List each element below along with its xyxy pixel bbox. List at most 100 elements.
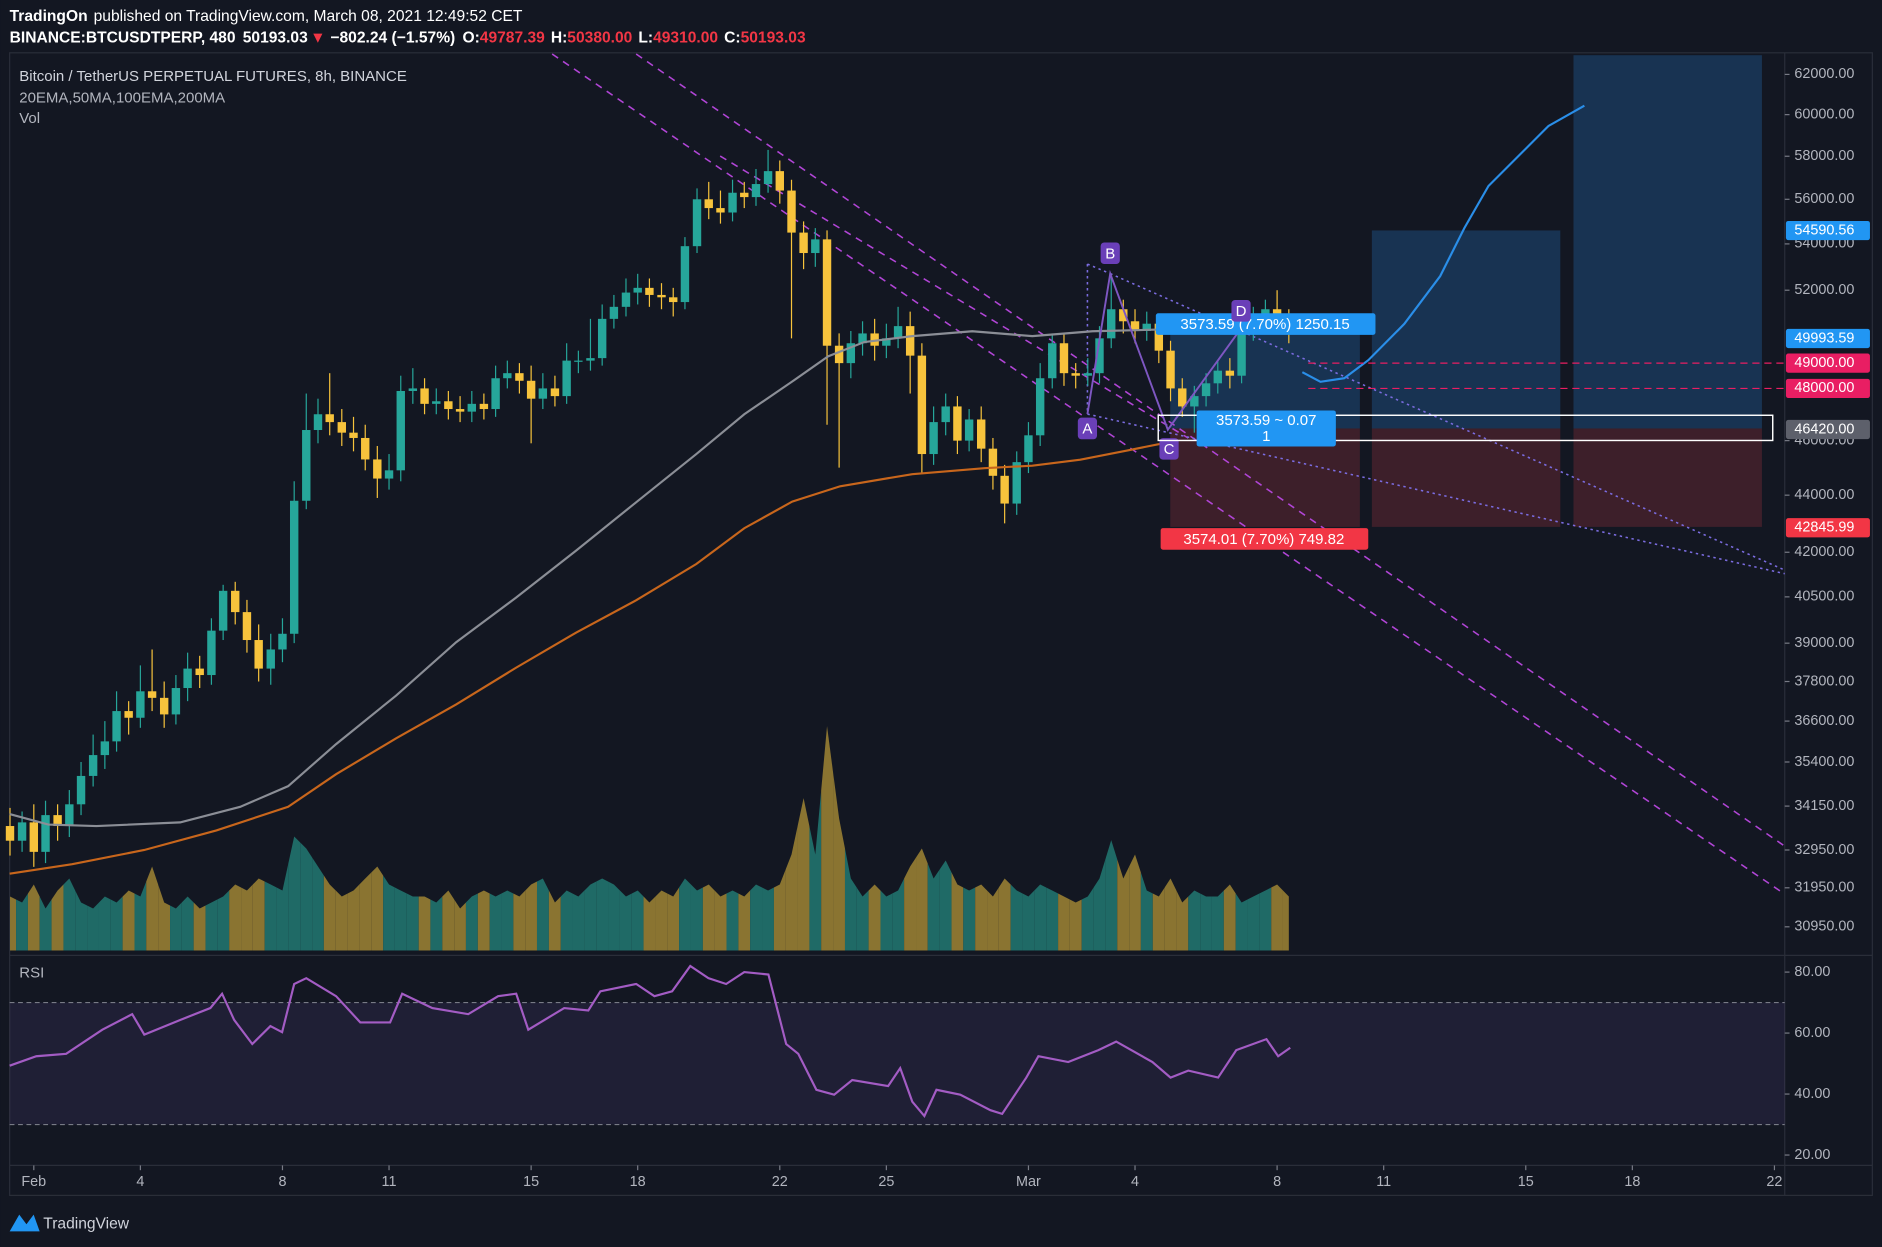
candle-body <box>53 815 62 827</box>
logo <box>9 1214 40 1232</box>
symbol: BINANCE:BTCUSDTPERP, 480 <box>10 30 236 47</box>
ratio-label-box <box>1196 410 1336 447</box>
candle-body <box>1166 350 1175 389</box>
candle-body <box>728 192 737 213</box>
volume-area <box>904 857 917 951</box>
stop-zone <box>1371 428 1561 527</box>
volume-area <box>525 881 537 951</box>
volume-area <box>1247 893 1260 951</box>
price-tag <box>1785 328 1870 349</box>
volume-area <box>1152 887 1165 951</box>
price-tag-label: 48000.00 <box>1794 380 1854 396</box>
x-tick-label: 11 <box>1376 1174 1391 1190</box>
x-tick-label: 11 <box>382 1174 397 1190</box>
candle-body <box>1095 338 1104 374</box>
candle-body <box>396 390 405 471</box>
volume-area <box>98 896 111 951</box>
y-tick-label: 20.00 <box>1794 1147 1830 1163</box>
volume-area <box>442 890 455 951</box>
candle-body <box>964 419 974 441</box>
published: published on TradingView.com, March 08, … <box>94 8 523 25</box>
volume-area <box>868 884 881 951</box>
target-label-box <box>1155 313 1376 335</box>
candle-body <box>147 691 157 698</box>
h-label: H: <box>551 30 567 47</box>
arrow: ▼ <box>310 30 325 47</box>
candle-body <box>183 668 192 689</box>
volume-area <box>110 896 123 951</box>
candle-body <box>811 239 820 254</box>
volume-area <box>1105 840 1118 951</box>
volume-area <box>667 887 680 951</box>
candle-body <box>586 358 595 361</box>
price-tag <box>1785 378 1870 399</box>
volume-title: Vol <box>19 110 40 127</box>
volume-area <box>916 848 928 951</box>
volume-area <box>809 790 822 951</box>
y-tick-label: 34150.00 <box>1794 798 1854 814</box>
volume-area <box>880 890 893 951</box>
candle-body <box>669 297 678 303</box>
volume-area <box>323 875 336 951</box>
volume-area <box>347 884 360 951</box>
candle-body <box>1035 378 1045 436</box>
x-tick-label: Mar <box>1016 1174 1041 1190</box>
volume-area <box>122 890 135 951</box>
volume-area <box>714 890 727 951</box>
volume-area <box>785 826 798 951</box>
volume-area <box>750 884 763 951</box>
y-tick-label: 52000.00 <box>1794 282 1854 298</box>
x-tick-label: 15 <box>1518 1174 1534 1190</box>
volume-area <box>679 878 691 951</box>
candle-body <box>1237 328 1246 376</box>
volume-area <box>1235 893 1248 951</box>
candle-body <box>1201 383 1211 397</box>
candle-body <box>112 711 121 742</box>
candle-body <box>1012 462 1021 504</box>
candle-body <box>621 292 631 307</box>
volume-area <box>631 890 644 951</box>
candle-body <box>455 409 465 412</box>
stop-zone <box>1573 428 1762 527</box>
candle-body <box>550 388 560 397</box>
candle-body <box>171 688 181 715</box>
volume-area <box>335 890 348 951</box>
candle-body <box>751 184 761 198</box>
candle-body <box>1130 321 1140 331</box>
volume-area <box>87 902 99 951</box>
point-label: B <box>1105 245 1115 262</box>
volume-area <box>158 884 171 951</box>
volume-area <box>430 896 443 951</box>
l: 49310.00 <box>653 30 718 47</box>
y-tick-label: 40.00 <box>1794 1086 1830 1102</box>
label-box <box>1077 417 1098 440</box>
candle-body <box>278 633 287 650</box>
channel <box>551 53 1786 895</box>
volume-area <box>844 848 857 951</box>
candle-body <box>538 388 548 399</box>
volume-area <box>833 772 845 951</box>
candle-body <box>1142 323 1151 331</box>
volume-area <box>63 878 76 951</box>
y-tick-label: 30950.00 <box>1794 919 1854 935</box>
candle-body <box>1119 309 1128 322</box>
candle-body <box>1024 435 1033 463</box>
volume-area <box>738 890 751 951</box>
wedge <box>1086 263 1786 575</box>
volume-area <box>371 866 384 951</box>
publish-line: TradingOn published on TradingView.com, M… <box>10 8 523 25</box>
o: 49787.39 <box>480 30 545 47</box>
candle-body <box>787 190 796 233</box>
candle-body <box>704 199 713 209</box>
volume-area <box>229 884 242 951</box>
volume-area <box>1022 890 1035 951</box>
x-tick-label: 8 <box>278 1174 286 1190</box>
candle-body <box>503 373 512 379</box>
y-tick-label: 39000.00 <box>1794 635 1854 651</box>
y-tick-label: 60000.00 <box>1794 106 1854 122</box>
candle-body <box>88 755 98 776</box>
price-tag-label: 49000.00 <box>1794 355 1854 371</box>
candle-body <box>763 171 773 185</box>
volume-area <box>762 887 774 951</box>
